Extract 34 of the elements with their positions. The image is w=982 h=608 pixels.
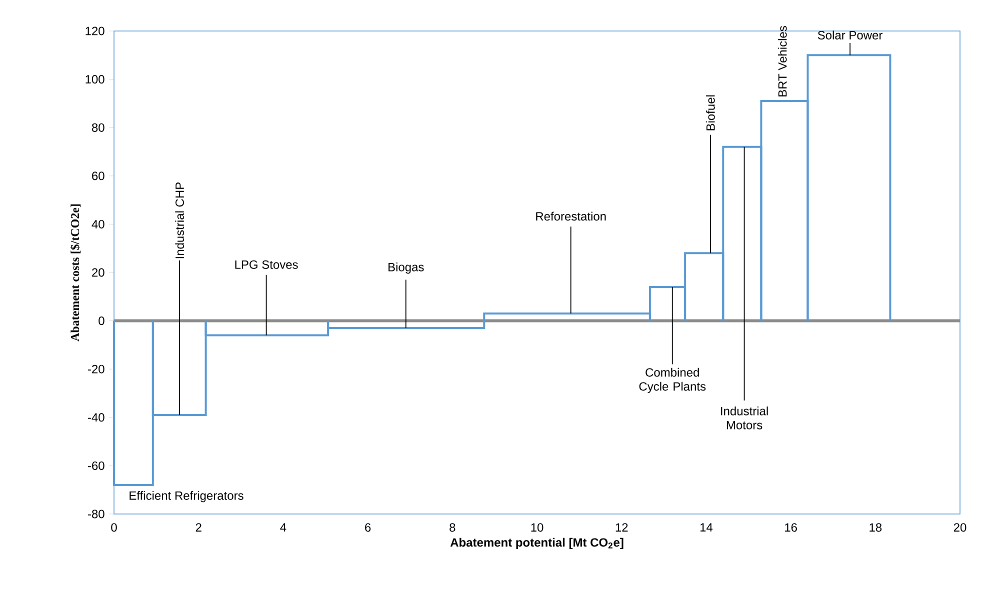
- y-tick-label: 120: [86, 26, 104, 36]
- x-tick-label: 18: [870, 523, 882, 532]
- annotation: Reforestation: [536, 212, 606, 221]
- y-tick-label: 100: [86, 75, 104, 84]
- annotation: Combined Cycle Plants: [639, 368, 706, 394]
- x-tick-label: 0: [111, 523, 117, 532]
- y-tick-label: -40: [88, 413, 104, 422]
- y-tick-label: -60: [88, 461, 104, 470]
- annotation: Biofuel: [706, 95, 715, 130]
- y-axis-title: Abatement costs [$/tCO2e]: [70, 204, 81, 342]
- x-tick-label: 10: [531, 523, 544, 532]
- y-tick-label: -20: [88, 364, 104, 374]
- x-tick-label: 2: [196, 523, 202, 532]
- x-tick-label: 4: [280, 523, 286, 532]
- x-tick-label: 20: [954, 523, 966, 532]
- annotation: Solar Power: [818, 30, 882, 40]
- x-tick-label: 12: [616, 523, 628, 532]
- annotation: Industrial Motors: [721, 406, 768, 430]
- annotation: Efficient Refrigerators: [130, 491, 244, 502]
- y-tick-label: 80: [92, 123, 104, 132]
- annotation: BRT Vehicles: [778, 26, 787, 96]
- x-tick-label: 14: [700, 523, 713, 532]
- x-axis-title: Abatement potential [Mt CO$_{2}$e]: [450, 538, 624, 550]
- y-tick-label: 20: [92, 268, 104, 277]
- annotation: LPG Stoves: [235, 260, 298, 269]
- y-tick-label: -80: [88, 510, 104, 518]
- annotation: Biogas: [388, 262, 424, 274]
- y-tick-label: 60: [92, 172, 104, 180]
- annotation: Industrial CHP: [175, 182, 184, 258]
- x-tick-label: 6: [365, 523, 371, 532]
- x-tick-label: 16: [785, 523, 797, 532]
- y-tick-label: 0: [98, 316, 104, 326]
- x-tick-label: 8: [450, 523, 456, 532]
- y-tick-label: 40: [92, 220, 104, 228]
